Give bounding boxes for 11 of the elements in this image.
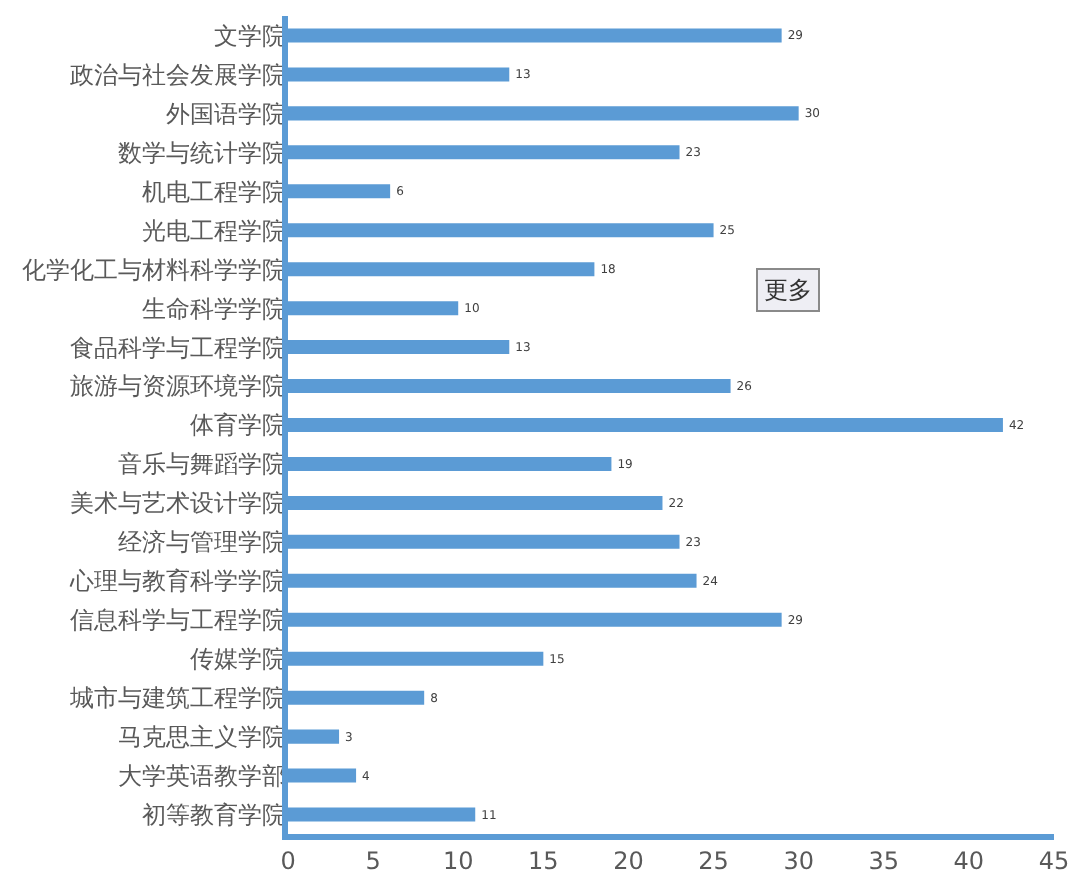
x-tick-label: 25 [698, 846, 729, 875]
x-tick-label: 10 [442, 846, 474, 875]
x-tick-label: 0 [280, 846, 296, 875]
x-tick-label: 15 [528, 846, 559, 875]
x-tick-label: 35 [868, 846, 900, 875]
x-tick-label: 45 [1038, 846, 1070, 875]
x-tick-label: 40 [953, 846, 985, 875]
x-tick-label: 30 [783, 846, 814, 875]
x-tick-label: 5 [365, 846, 381, 875]
x-tick-label: 20 [613, 846, 644, 875]
annotation: 更多 [764, 276, 812, 304]
